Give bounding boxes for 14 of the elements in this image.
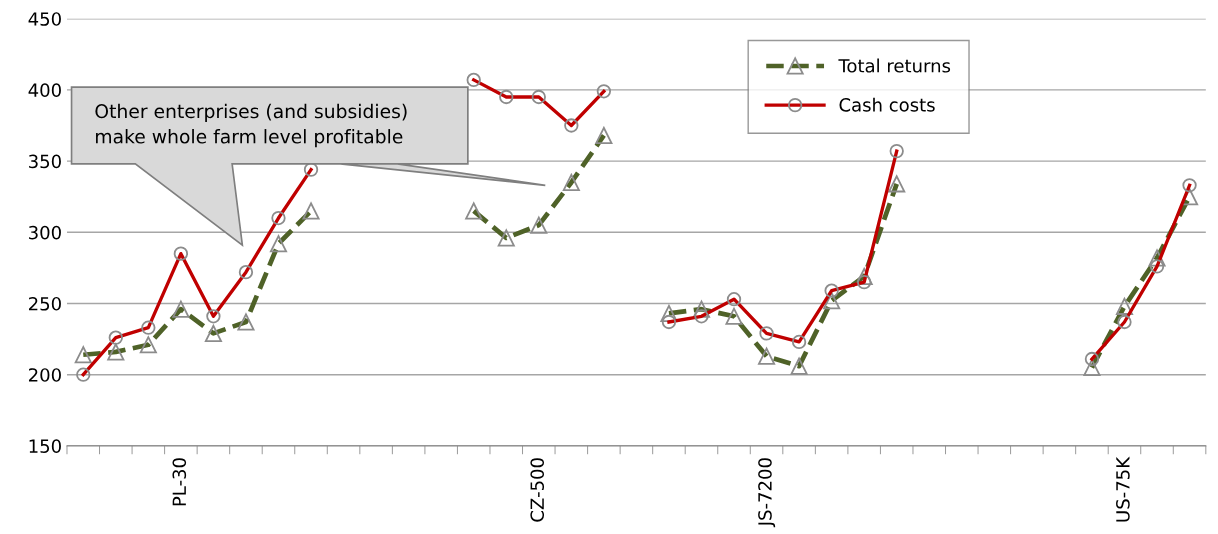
y-tick-label: 450: [28, 12, 61, 26]
y-tick-label: 350: [29, 154, 61, 169]
annotation: Other enterprises (and subsidies) make whole farm level profitable: [95, 103, 407, 148]
y-tick-label: 300: [29, 225, 61, 240]
legend-label: Total returns: [838, 58, 951, 73]
y-tick-label: 400: [28, 83, 61, 98]
x-tick-label: PL-30: [172, 458, 187, 506]
x-tick-label: JS-7200: [758, 458, 776, 528]
x-tick-label: CZ-500: [530, 458, 545, 522]
y-tick-label: 250: [28, 296, 61, 311]
x-tick-label: US-75K: [1116, 456, 1130, 522]
y-tick-label: 150: [29, 439, 61, 454]
legend-label: Cash costs: [839, 97, 935, 112]
y-tick-label: 200: [28, 368, 61, 382]
